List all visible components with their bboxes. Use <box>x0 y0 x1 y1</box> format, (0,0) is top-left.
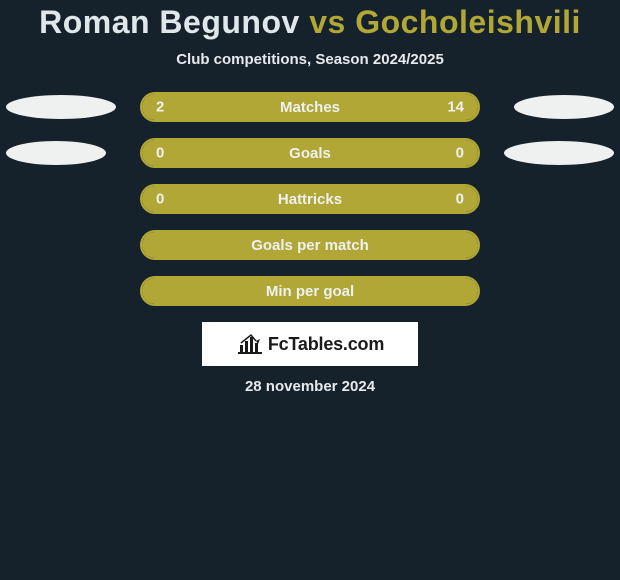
page-title: Roman Begunov vs Gocholeishvili <box>0 4 620 41</box>
ellipse-right <box>514 95 614 119</box>
title-player2: Gocholeishvili <box>355 4 581 40</box>
logo-text: FcTables.com <box>268 334 384 355</box>
logo-box: FcTables.com <box>202 322 418 366</box>
stat-label: Hattricks <box>278 191 342 208</box>
stat-row: 0 0 Goals <box>0 138 620 168</box>
stat-label: Matches <box>280 99 340 116</box>
stat-label: Goals per match <box>251 237 369 254</box>
stat-row: Min per goal <box>0 276 620 306</box>
stat-rows: 2 14 Matches 0 0 Goals 0 0 Hattricks Goals per ma… <box>0 92 620 306</box>
stat-bar: Min per goal <box>140 276 480 306</box>
stat-value-left: 0 <box>156 191 164 208</box>
date-text: 28 november 2024 <box>0 378 620 395</box>
stat-value-right: 14 <box>447 99 464 116</box>
stat-value-right: 0 <box>456 191 464 208</box>
stat-label: Min per goal <box>266 283 354 300</box>
comparison-infographic: Roman Begunov vs Gocholeishvili Club com… <box>0 0 620 395</box>
subtitle: Club competitions, Season 2024/2025 <box>0 51 620 68</box>
stat-label: Goals <box>289 145 331 162</box>
stat-bar: 2 14 Matches <box>140 92 480 122</box>
stat-bar: 0 0 Goals <box>140 138 480 168</box>
stat-value-left: 2 <box>156 99 164 116</box>
title-player1: Roman Begunov <box>39 4 300 40</box>
chart-icon <box>236 333 264 355</box>
stat-value-right: 0 <box>456 145 464 162</box>
ellipse-left <box>6 95 116 119</box>
stat-bar: Goals per match <box>140 230 480 260</box>
stat-row: 2 14 Matches <box>0 92 620 122</box>
stat-row: 0 0 Hattricks <box>0 184 620 214</box>
title-vs: vs <box>309 4 346 40</box>
stat-row: Goals per match <box>0 230 620 260</box>
logo: FcTables.com <box>236 333 384 355</box>
ellipse-right <box>504 141 614 165</box>
ellipse-left <box>6 141 106 165</box>
stat-bar: 0 0 Hattricks <box>140 184 480 214</box>
stat-value-left: 0 <box>156 145 164 162</box>
